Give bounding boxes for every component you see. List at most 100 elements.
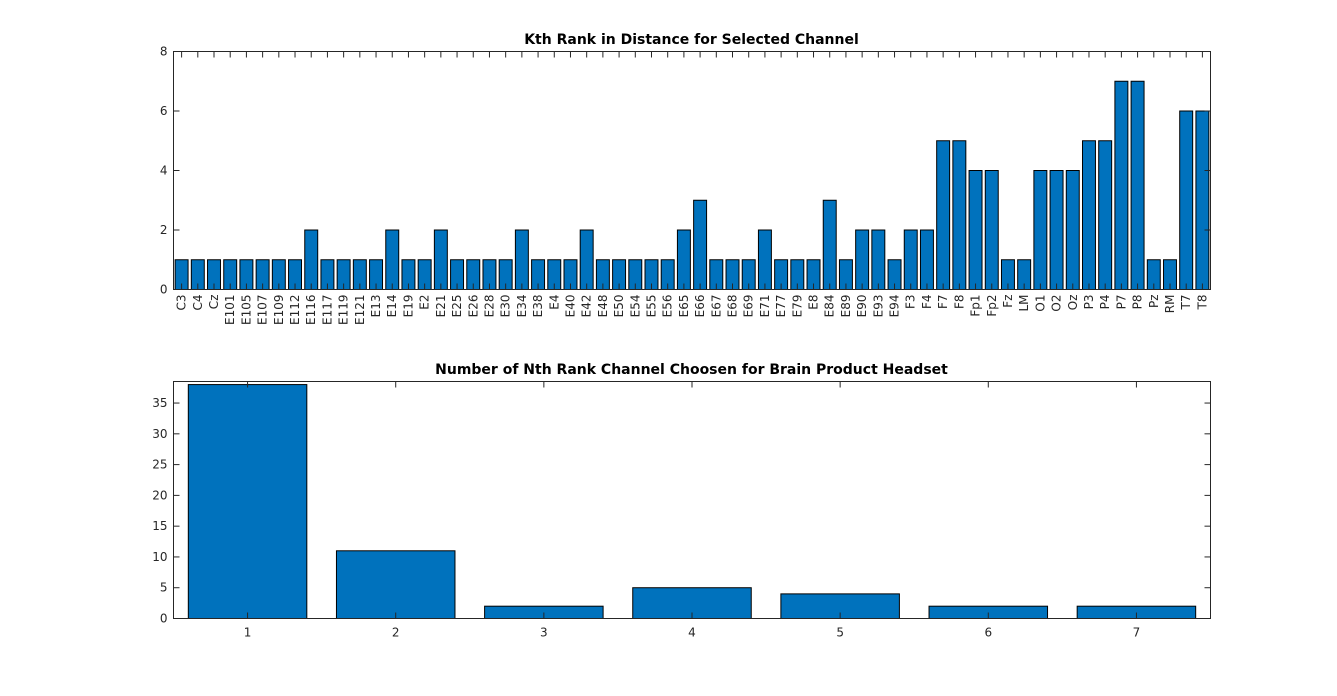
chart1-x-tick-label: Cz — [207, 295, 221, 310]
chart1-x-tick-label: F7 — [936, 295, 950, 310]
chart1-x-tick-label: T8 — [1195, 295, 1209, 311]
chart1-x-tick-label: E121 — [353, 295, 367, 326]
chart1-x-tick-label: Fp1 — [969, 295, 983, 317]
chart2-bars — [187, 384, 1197, 620]
chart1-bar — [433, 229, 448, 290]
chart1-x-tick-label: E40 — [563, 295, 577, 318]
chart1-x-tick-label: E116 — [304, 295, 318, 326]
chart1-x-tick-label: P8 — [1131, 295, 1145, 310]
chart2-y-tick-label: 25 — [152, 458, 167, 472]
chart1-bar — [514, 229, 529, 290]
chart1-y-tick-label: 8 — [160, 45, 168, 59]
chart1-bar — [936, 140, 951, 290]
chart1-x-tick-label: E21 — [434, 295, 448, 318]
chart2-y-tick-label: 0 — [160, 612, 168, 626]
chart1-x-tick-label: E34 — [515, 295, 529, 318]
chart1-bar — [1195, 110, 1210, 290]
chart1-x-tick-label: Oz — [1066, 295, 1080, 311]
chart1-x-tick-label: E117 — [320, 295, 334, 326]
chart2-ticks — [173, 381, 1211, 619]
chart1-x-tick-label: Fz — [1001, 295, 1015, 308]
chart2-x-tick-labels: 1 2 3 4 5 6 7 — [244, 626, 1141, 640]
chart1-x-tick-label: E13 — [369, 295, 383, 318]
chart1-bar — [385, 229, 400, 290]
chart1-x-tick-label: E89 — [839, 295, 853, 318]
chart1-bar — [1114, 80, 1129, 290]
chart1-x-tick-label: E69 — [742, 295, 756, 318]
chart1-x-tick-label: E48 — [596, 295, 610, 318]
chart1-bar — [984, 170, 999, 290]
chart1-bar — [1033, 170, 1048, 290]
chart1-x-tick-label: E42 — [580, 295, 594, 318]
chart1-bar — [903, 229, 918, 290]
chart2-y-tick-label: 5 — [160, 581, 168, 595]
chart1-y-tick-label: 4 — [160, 164, 168, 178]
chart1-x-tick-label: E93 — [871, 295, 885, 318]
chart1-x-tick-label: P7 — [1114, 295, 1128, 310]
chart1-x-tick-label: C4 — [191, 295, 205, 311]
chart1-x-tick-label: LM — [1017, 295, 1031, 312]
chart1-x-tick-label: Fp2 — [985, 295, 999, 317]
chart1-x-tick-label: E79 — [790, 295, 804, 318]
chart1-bars — [174, 80, 1210, 290]
chart1-x-tick-label: E19 — [401, 295, 415, 318]
chart1-x-tick-label: P4 — [1098, 295, 1112, 310]
chart1-x-tick-label: E112 — [288, 295, 302, 326]
chart2-x-tick-label: 3 — [540, 626, 548, 640]
chart1-x-tick-label: E8 — [807, 295, 821, 310]
chart1-x-tick-label: E65 — [677, 295, 691, 318]
chart1-x-tick-label: E107 — [256, 295, 270, 326]
chart1-x-tick-label: O1 — [1033, 295, 1047, 312]
chart1-x-tick-label: E71 — [758, 295, 772, 318]
chart2-y-tick-label: 20 — [152, 488, 167, 502]
chart1-x-tick-label: E67 — [709, 295, 723, 318]
chart1-x-tick-label: P3 — [1082, 295, 1096, 310]
chart1-x-tick-label: Pz — [1147, 295, 1161, 309]
chart2-bar — [335, 550, 456, 619]
chart2-x-tick-label: 1 — [244, 626, 252, 640]
chart1-x-tick-label: E30 — [499, 295, 513, 318]
chart2-x-tick-label: 4 — [688, 626, 696, 640]
chart1-x-tick-label: F3 — [904, 295, 918, 310]
chart1-y-tick-label: 0 — [160, 283, 168, 297]
chart1-bar — [304, 229, 319, 290]
chart1-x-tick-label: E50 — [612, 295, 626, 318]
chart1-bar — [871, 229, 886, 290]
chart1-x-tick-label: RM — [1163, 295, 1177, 314]
chart1-ticks — [173, 51, 1211, 290]
chart1-bar — [1098, 140, 1113, 290]
chart1-x-tick-label: E109 — [272, 295, 286, 326]
chart1-x-tick-label: E26 — [466, 295, 480, 318]
chart2-x-tick-label: 7 — [1133, 626, 1141, 640]
chart1-x-tick-label: E14 — [385, 295, 399, 318]
chart1-x-tick-label: E28 — [482, 295, 496, 318]
chart1-x-tick-label: E84 — [823, 295, 837, 318]
chart1-x-tick-label: E66 — [693, 295, 707, 318]
chart1-x-tick-label: E55 — [644, 295, 658, 318]
chart2-y-tick-label: 15 — [152, 519, 167, 533]
chart1-bar — [1179, 110, 1194, 290]
chart1-bar — [757, 229, 772, 290]
chart1-bar — [952, 140, 967, 290]
chart2-title: Number of Nth Rank Channel Choosen for B… — [435, 362, 948, 378]
chart2-y-tick-labels: 0 5 10 15 20 25 30 35 — [152, 396, 167, 625]
chart1-y-tick-labels: 0 2 4 6 8 — [160, 45, 168, 297]
chart2-axes-box — [173, 381, 1211, 619]
chart1-bar — [676, 229, 691, 290]
chart1-bar — [1130, 80, 1145, 290]
chart1-x-tick-label: O2 — [1050, 295, 1064, 312]
chart-nth-rank-count: Number of Nth Rank Channel Choosen for B… — [152, 362, 1211, 640]
chart1-x-tick-label: E38 — [531, 295, 545, 318]
chart2-y-tick-label: 35 — [152, 396, 167, 410]
chart1-bar — [968, 170, 983, 290]
chart1-title: Kth Rank in Distance for Selected Channe… — [524, 32, 859, 48]
chart1-x-tick-label: E25 — [450, 295, 464, 318]
chart1-x-tick-label: E119 — [337, 295, 351, 326]
chart1-bar — [855, 229, 870, 290]
chart2-x-tick-label: 6 — [984, 626, 992, 640]
chart1-x-tick-label: E101 — [223, 295, 237, 326]
chart2-bar — [187, 384, 308, 619]
chart1-bar — [1082, 140, 1096, 290]
chart1-x-tick-label: E105 — [239, 295, 253, 326]
